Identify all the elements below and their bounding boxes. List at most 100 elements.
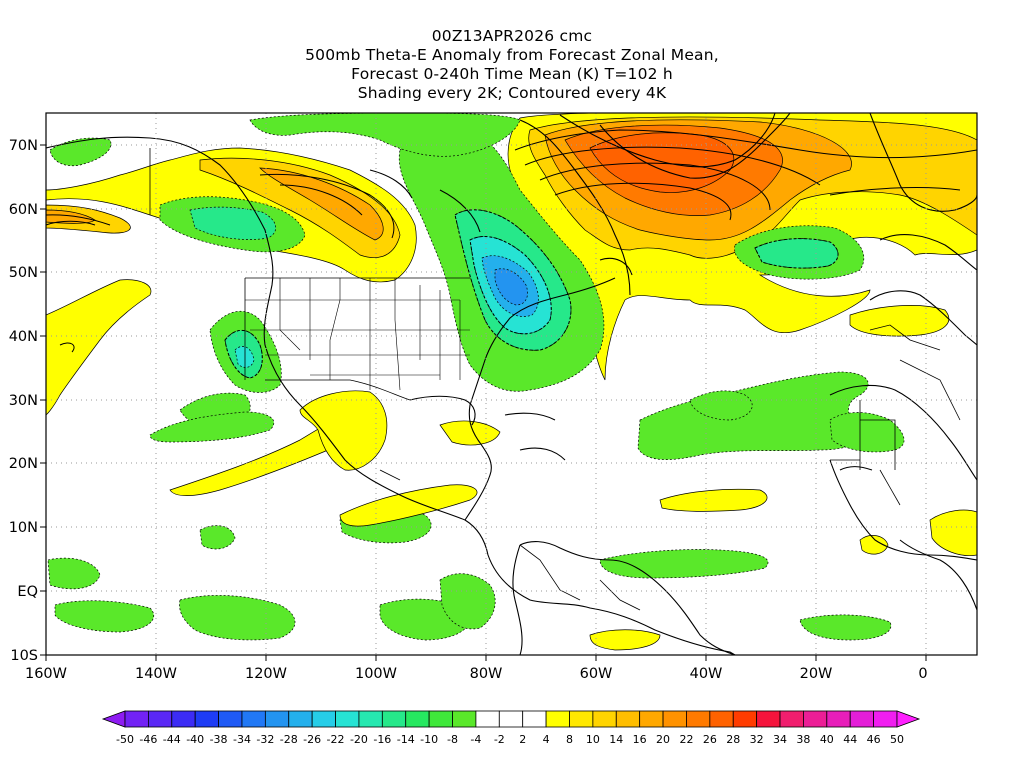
colorbar-label: 4	[543, 733, 550, 746]
tick-marks	[40, 144, 927, 661]
colorbar-swatch	[288, 710, 313, 728]
colorbar-swatch	[428, 710, 453, 728]
cool-patch-gulf-alaska	[49, 137, 112, 167]
colorbar-swatch	[498, 710, 524, 728]
cool-band-pacific-10n	[199, 525, 236, 550]
colorbar-label: -22	[327, 733, 345, 746]
lon-label-60w: 60W	[580, 666, 613, 682]
colorbar-label: -34	[233, 733, 251, 746]
colorbar-swatch	[405, 710, 430, 728]
colorbar-label: -14	[397, 733, 415, 746]
colorbar-swatch	[194, 710, 219, 728]
colorbar-label: 40	[820, 733, 834, 746]
colorbar-label: -40	[186, 733, 204, 746]
cool-patch-sw-us-teal	[234, 346, 255, 368]
cool-patch-arctic	[249, 113, 521, 157]
country-borders	[149, 148, 961, 611]
cool-band-eq-far-west-2	[54, 600, 155, 633]
colorbar-swatch	[756, 710, 781, 728]
warm-band-nw-canada-core	[199, 157, 401, 258]
colorbar-label: -44	[163, 733, 181, 746]
warm-streak-pacific-tropics	[339, 484, 478, 527]
colorbar-label: -28	[280, 733, 298, 746]
colorbar-swatch	[171, 710, 196, 728]
lat-label-10s: 10S	[10, 648, 38, 664]
colorbar-swatch	[569, 710, 594, 728]
colorbar-swatch	[452, 710, 477, 728]
colorbar-label: -4	[470, 733, 481, 746]
colorbar-arrow-low	[101, 710, 126, 728]
warm-streak-africa-eq	[929, 509, 977, 556]
colorbar-swatch	[241, 710, 266, 728]
colorbar-label: 22	[679, 733, 693, 746]
colorbar-label: 14	[609, 733, 623, 746]
map-frame	[45, 112, 978, 656]
colorbar-swatch	[873, 710, 898, 728]
warm-streak-central-pacific	[46, 279, 152, 416]
cool-band-tropical-atlantic	[637, 371, 869, 460]
lat-label-20n: 20N	[9, 456, 38, 472]
colorbar-swatch	[686, 710, 711, 728]
colorbar-labels: -50 -46 -44 -40 -38 -34 -32 -28 -26 -22 -20 -16 -14-…	[116, 733, 904, 746]
colorbar-label: 38	[796, 733, 810, 746]
cool-patch-east-atlantic-core	[754, 238, 839, 269]
colorbar-swatch	[264, 710, 290, 728]
lon-label-0: 0	[918, 666, 927, 682]
title-line-1: 00Z13APR2026 cmc	[431, 27, 593, 45]
cool-patch-bc-core	[189, 206, 276, 240]
colorbar-swatch	[615, 710, 641, 728]
map-field	[46, 113, 977, 655]
colorbar-label: -20	[350, 733, 368, 746]
lon-label-40w: 40W	[690, 666, 723, 682]
lat-label-70n: 70N	[9, 138, 38, 154]
colorbar-swatch	[662, 710, 687, 728]
state-borders	[245, 278, 470, 391]
contours-dashed	[224, 209, 839, 379]
colorbar-swatch	[803, 710, 828, 728]
colorbar-label: -8	[447, 733, 458, 746]
colorbar-swatch	[335, 710, 360, 728]
contours-solid	[46, 129, 977, 353]
colorbar-swatch	[475, 710, 500, 728]
colorbar-label: -2	[494, 733, 505, 746]
latitude-labels: 70N 60N 50N 40N 30N 20N 10N EQ 10S	[9, 138, 38, 664]
colorbar-swatch	[358, 710, 383, 728]
warm-streak-mexico	[299, 390, 388, 471]
colorbar-swatch	[709, 710, 734, 728]
colorbar-swatch	[218, 710, 243, 728]
colorbar-label: 10	[586, 733, 600, 746]
colorbar	[101, 710, 921, 728]
title-line-2: 500mb Theta-E Anomaly from Forecast Zona…	[305, 46, 719, 64]
colorbar-swatch	[779, 710, 804, 728]
cool-band-panama	[439, 573, 496, 630]
colorbar-swatch	[592, 710, 617, 728]
coastlines	[46, 113, 977, 655]
colorbar-swatch	[849, 710, 875, 728]
lon-label-120w: 120W	[245, 666, 287, 682]
colorbar-label: 46	[867, 733, 881, 746]
colorbar-label: 2	[519, 733, 526, 746]
colorbar-label: 20	[656, 733, 670, 746]
colorbar-swatch	[522, 710, 547, 728]
colorbar-swatch	[639, 710, 664, 728]
lat-label-50n: 50N	[9, 265, 38, 281]
colorbar-label: -32	[256, 733, 274, 746]
warm-band-nw-canada-orange	[259, 167, 384, 241]
colorbar-label: 50	[890, 733, 904, 746]
title-line-4: Shading every 2K; Contoured every 4K	[357, 84, 667, 102]
colorbar-label: 28	[726, 733, 740, 746]
colorbar-label: -26	[303, 733, 321, 746]
colorbar-label: 26	[703, 733, 717, 746]
colorbar-label: 34	[773, 733, 787, 746]
warm-streak-atlantic-10n	[659, 488, 768, 512]
title-line-3: Forecast 0-240h Time Mean (K) T=102 h	[351, 65, 673, 83]
lon-label-140w: 140W	[135, 666, 177, 682]
cool-band-sw-pacific	[149, 411, 275, 443]
colorbar-swatch	[732, 710, 758, 728]
lon-label-160w: 160W	[25, 666, 67, 682]
lat-label-60n: 60N	[9, 202, 38, 218]
colorbar-label: -10	[420, 733, 438, 746]
colorbar-swatch	[381, 710, 407, 728]
warm-streak-south-am	[589, 629, 661, 651]
colorbar-label: 16	[633, 733, 647, 746]
